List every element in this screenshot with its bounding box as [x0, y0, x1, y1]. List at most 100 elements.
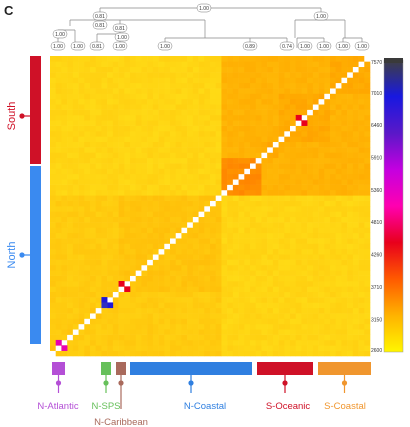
heatmap-cell: [255, 270, 262, 276]
heatmap-cell: [152, 125, 159, 132]
heatmap-cell: [364, 275, 371, 282]
heatmap-cell: [158, 120, 165, 126]
heatmap-cell: [95, 329, 102, 335]
heatmap-cell: [101, 168, 108, 175]
heatmap-cell: [295, 168, 302, 175]
heatmap-cell: [347, 345, 354, 351]
heatmap-cell: [130, 72, 137, 78]
heatmap-cell: [278, 206, 285, 212]
heatmap-cell: [210, 173, 217, 180]
heatmap-cell: [90, 227, 97, 234]
heatmap-cell: [135, 313, 142, 319]
heatmap-cell: [187, 222, 194, 228]
pop-label-n-coastal: N-Coastal: [184, 401, 226, 412]
heatmap-cell: [312, 264, 319, 271]
heatmap-cell: [272, 350, 279, 357]
heatmap-cell: [278, 232, 285, 239]
heatmap-cell: [272, 259, 279, 266]
heatmap-cell: [130, 238, 137, 244]
heatmap-cell: [352, 350, 359, 357]
heatmap-cell: [181, 125, 188, 132]
heatmap-cell: [244, 264, 251, 271]
node-support-box: [313, 11, 329, 21]
heatmap-cell: [55, 189, 62, 196]
heatmap-cell: [61, 243, 68, 250]
heatmap-cell: [175, 189, 182, 196]
heatmap-cell: [61, 114, 68, 121]
heatmap-cell: [152, 61, 159, 68]
heatmap-cell: [238, 334, 245, 341]
heatmap-cell: [84, 147, 91, 153]
heatmap-cell: [170, 200, 177, 207]
heatmap-cell: [198, 323, 205, 330]
heatmap-cell: [187, 200, 194, 207]
heatmap-cell: [250, 136, 257, 143]
heatmap-cell: [130, 104, 137, 110]
pop-marker: [188, 380, 194, 386]
node-support-label: 1.00: [115, 44, 125, 50]
heatmap-cell: [61, 318, 68, 325]
heatmap-cell: [107, 206, 114, 212]
heatmap-cell: [347, 72, 354, 78]
heatmap-cell: [107, 211, 114, 218]
heatmap-cell: [307, 313, 314, 319]
heatmap-cell: [135, 200, 142, 207]
heatmap-cell: [90, 136, 97, 143]
heatmap-cell: [61, 297, 68, 303]
heatmap-cell: [272, 323, 279, 330]
heatmap-cell: [61, 72, 68, 78]
heatmap-cell: [290, 104, 297, 110]
heatmap-cell: [272, 254, 279, 260]
heatmap-cell: [278, 104, 285, 110]
heatmap-cell: [341, 275, 348, 282]
heatmap-cell: [244, 120, 251, 126]
heatmap-cell: [341, 200, 348, 207]
kin-pair-cell: [61, 345, 68, 351]
heatmap-cell: [358, 163, 365, 169]
heatmap-cell: [192, 163, 199, 169]
heatmap-cell: [330, 329, 337, 335]
heatmap-cell: [227, 66, 234, 73]
heatmap-cell: [221, 120, 228, 126]
heatmap-cell: [84, 339, 91, 346]
heatmap-cell: [284, 270, 291, 276]
heatmap-cell: [312, 152, 319, 159]
heatmap-cell: [335, 248, 342, 255]
heatmap-cell: [204, 88, 211, 94]
heatmap-cell: [215, 109, 222, 116]
heatmap-cell: [72, 211, 79, 218]
heatmap-cell: [198, 114, 205, 121]
heatmap-cell: [164, 88, 171, 94]
heatmap-cell: [324, 173, 331, 180]
heatmap-cell: [164, 168, 171, 175]
heatmap-cell: [250, 152, 257, 159]
heatmap-cell: [232, 109, 239, 116]
heatmap-cell: [335, 189, 342, 196]
heatmap-cell: [72, 350, 79, 357]
heatmap-cell: [244, 329, 251, 335]
heatmap-cell: [67, 77, 74, 84]
heatmap-cell: [204, 77, 211, 84]
heatmap-cell: [341, 259, 348, 266]
heatmap-cell: [72, 275, 79, 282]
heatmap-cell: [141, 286, 148, 293]
heatmap-cell: [55, 200, 62, 207]
heatmap-cell: [301, 227, 308, 234]
heatmap-cell: [152, 136, 159, 143]
heatmap-cell: [95, 56, 102, 62]
heatmap-cell: [227, 227, 234, 234]
heatmap-cell: [255, 66, 262, 73]
heatmap-cell: [147, 189, 154, 196]
heatmap-cell: [118, 291, 125, 298]
heatmap-cell: [364, 147, 371, 153]
heatmap-cell: [135, 88, 142, 94]
heatmap-cell: [227, 195, 234, 201]
heatmap-cell: [90, 120, 97, 126]
heatmap-cell: [72, 184, 79, 191]
heatmap-cell: [107, 152, 114, 159]
heatmap-cell: [170, 141, 177, 148]
heatmap-cell: [84, 136, 91, 143]
heatmap-cell: [352, 77, 359, 84]
heatmap-cell: [324, 200, 331, 207]
heatmap-cell: [301, 345, 308, 351]
